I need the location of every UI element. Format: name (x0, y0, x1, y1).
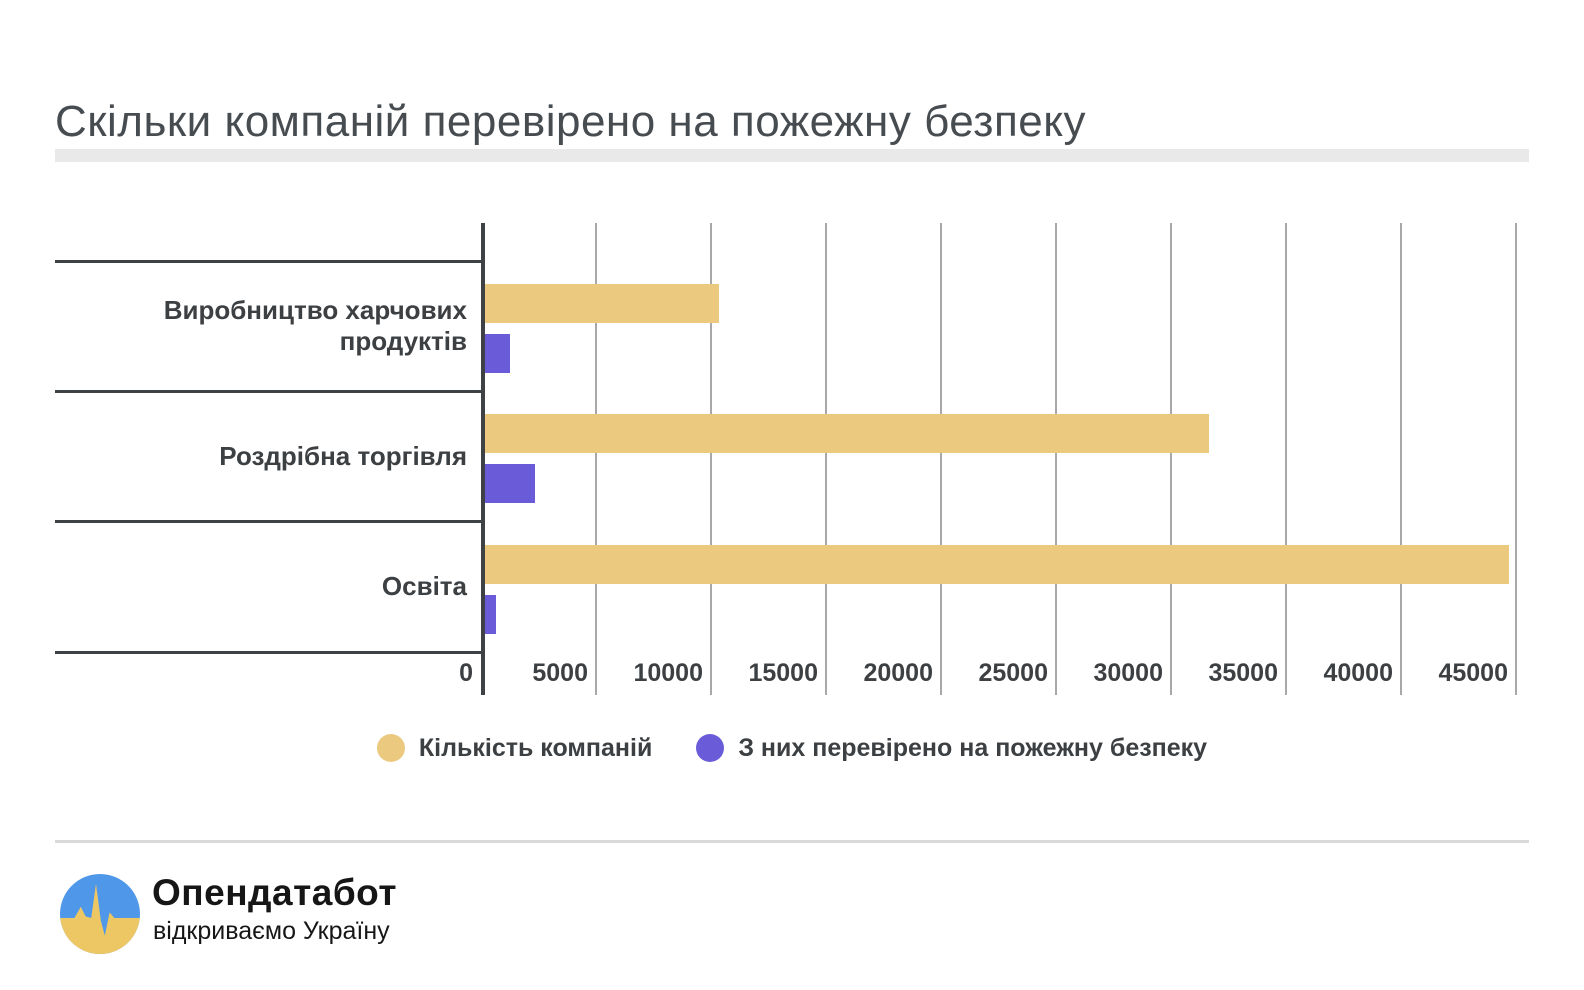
gridline-15000 (825, 223, 827, 695)
legend-swatch-checked-fire-safety (696, 734, 725, 762)
gridline-45000 (1515, 223, 1517, 695)
legend-item-checked-fire-safety: З них перевірено на пожежну безпеку (696, 734, 1207, 763)
x-tick-label: 5000 (532, 659, 588, 687)
category-label: Освіта (381, 571, 467, 602)
x-tick-label: 45000 (1438, 659, 1508, 687)
legend-label: З них перевірено на пожежну безпеку (738, 733, 1208, 762)
brand-tagline: відкриваємо Україну (153, 917, 390, 945)
bar-companies (485, 544, 1509, 584)
gridline-10000 (710, 223, 712, 695)
gridline-35000 (1285, 223, 1287, 695)
row-divider (55, 650, 481, 654)
gridline-5000 (595, 223, 597, 695)
footer-separator (55, 840, 1529, 843)
legend-item-companies: Кількість компаній (376, 733, 653, 763)
x-tick-label: 10000 (633, 659, 703, 687)
x-tick-label: 20000 (863, 659, 933, 687)
bar-checked-fire-safety (485, 334, 510, 373)
bar-companies (485, 414, 1209, 454)
category-label: Виробництво харчових продуктів (163, 294, 467, 357)
bar-checked-fire-safety (485, 594, 496, 634)
title-underline-bar (55, 149, 1529, 162)
row-divider (55, 259, 481, 263)
gridline-30000 (1170, 223, 1172, 695)
gridline-25000 (1055, 223, 1057, 695)
bar-companies (485, 284, 719, 323)
chart-legend: Кількість компаній З них перевірено на по… (0, 728, 1584, 768)
gridline-40000 (1400, 223, 1402, 695)
gridline-20000 (940, 223, 942, 695)
category-label: Роздрібна торгівля (219, 440, 467, 471)
brand-name: Опендатабот (152, 872, 397, 913)
x-tick-label: 40000 (1323, 659, 1393, 687)
x-tick-label: 25000 (978, 659, 1048, 687)
x-tick-label: 35000 (1208, 659, 1278, 687)
row-divider (55, 520, 481, 524)
bar-checked-fire-safety (485, 464, 535, 504)
legend-label: Кількість компаній (418, 733, 653, 762)
chart-title: Скільки компаній перевірено на пожежну б… (55, 97, 1087, 147)
legend-swatch-companies (376, 734, 405, 762)
opendatabot-logo-icon (60, 874, 140, 954)
y-axis-line (481, 223, 485, 695)
x-tick-label: 30000 (1093, 659, 1163, 687)
x-tick-label: 0 (459, 659, 473, 687)
row-divider (55, 389, 481, 393)
x-tick-label: 15000 (748, 659, 818, 687)
